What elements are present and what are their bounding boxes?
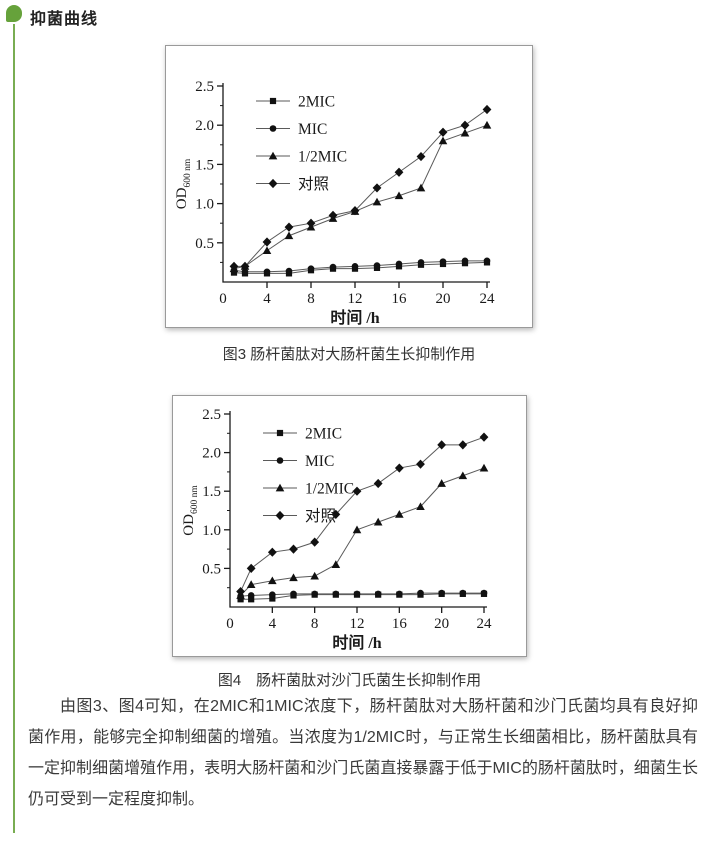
- figure3-plot: 0.5 1.0 1.5 2.0 2.5 0 4 8 12 16 20 24 时间 /h OD600 nm 2…: [174, 79, 496, 327]
- svg-text:12: 12: [350, 616, 365, 632]
- svg-text:24: 24: [477, 616, 493, 632]
- svg-text:1.5: 1.5: [195, 157, 214, 173]
- svg-text:OD600 nm: OD600 nm: [174, 158, 193, 209]
- svg-text:0: 0: [219, 291, 227, 307]
- svg-text:4: 4: [263, 291, 271, 307]
- svg-text:2MIC: 2MIC: [305, 426, 342, 443]
- svg-text:16: 16: [392, 291, 408, 307]
- section-vertical-rule: [13, 24, 15, 833]
- svg-text:1.0: 1.0: [202, 523, 221, 539]
- svg-text:24: 24: [480, 291, 496, 307]
- section-title: 抑菌曲线: [30, 11, 99, 28]
- svg-text:0: 0: [226, 616, 234, 632]
- figure4-plot: 0.5 1.0 1.5 2.0 2.5 0 4 8 12 16 20 24 时间 /h OD600 nm 2…: [181, 407, 493, 652]
- svg-text:2.0: 2.0: [202, 446, 221, 462]
- svg-text:MIC: MIC: [298, 121, 327, 138]
- leaf-icon: [6, 5, 22, 22]
- svg-text:16: 16: [392, 616, 408, 632]
- svg-text:1.5: 1.5: [202, 484, 221, 500]
- svg-text:OD600 nm: OD600 nm: [181, 485, 200, 536]
- svg-text:2.0: 2.0: [195, 118, 214, 134]
- svg-text:8: 8: [307, 291, 315, 307]
- svg-text:0.5: 0.5: [202, 561, 221, 577]
- svg-text:2.5: 2.5: [195, 79, 214, 95]
- svg-text:时间 /h: 时间 /h: [332, 633, 381, 652]
- svg-text:8: 8: [311, 616, 319, 632]
- svg-text:对照: 对照: [305, 507, 336, 525]
- svg-text:1.0: 1.0: [195, 197, 214, 213]
- figure4-chart-box: 0.5 1.0 1.5 2.0 2.5 0 4 8 12 16 20 24 时间 /h OD600 nm 2…: [172, 395, 527, 657]
- svg-text:1/2MIC: 1/2MIC: [305, 481, 354, 498]
- svg-text:MIC: MIC: [305, 453, 334, 470]
- svg-text:12: 12: [348, 291, 363, 307]
- svg-text:0.5: 0.5: [195, 236, 214, 252]
- figure4-caption: 图4 肠杆菌肽对沙门氏菌生长抑制作用: [217, 672, 482, 689]
- svg-text:4: 4: [269, 616, 277, 632]
- figure3-caption: 图3 肠杆菌肽对大肠杆菌生长抑制作用: [222, 346, 476, 363]
- figure3-chart-box: 0.5 1.0 1.5 2.0 2.5 0 4 8 12 16 20 24 时间 /h OD600 nm 2…: [165, 45, 533, 328]
- svg-text:20: 20: [434, 616, 449, 632]
- analysis-paragraph: 由图3、图4可知，在2MIC和1MIC浓度下，肠杆菌肽对大肠杆菌和沙门氏菌均具有…: [28, 698, 698, 808]
- svg-text:对照: 对照: [298, 175, 329, 193]
- svg-text:20: 20: [436, 291, 451, 307]
- svg-text:2.5: 2.5: [202, 407, 221, 423]
- svg-text:1/2MIC: 1/2MIC: [298, 149, 347, 166]
- svg-text:2MIC: 2MIC: [298, 94, 335, 111]
- svg-text:时间 /h: 时间 /h: [330, 308, 379, 327]
